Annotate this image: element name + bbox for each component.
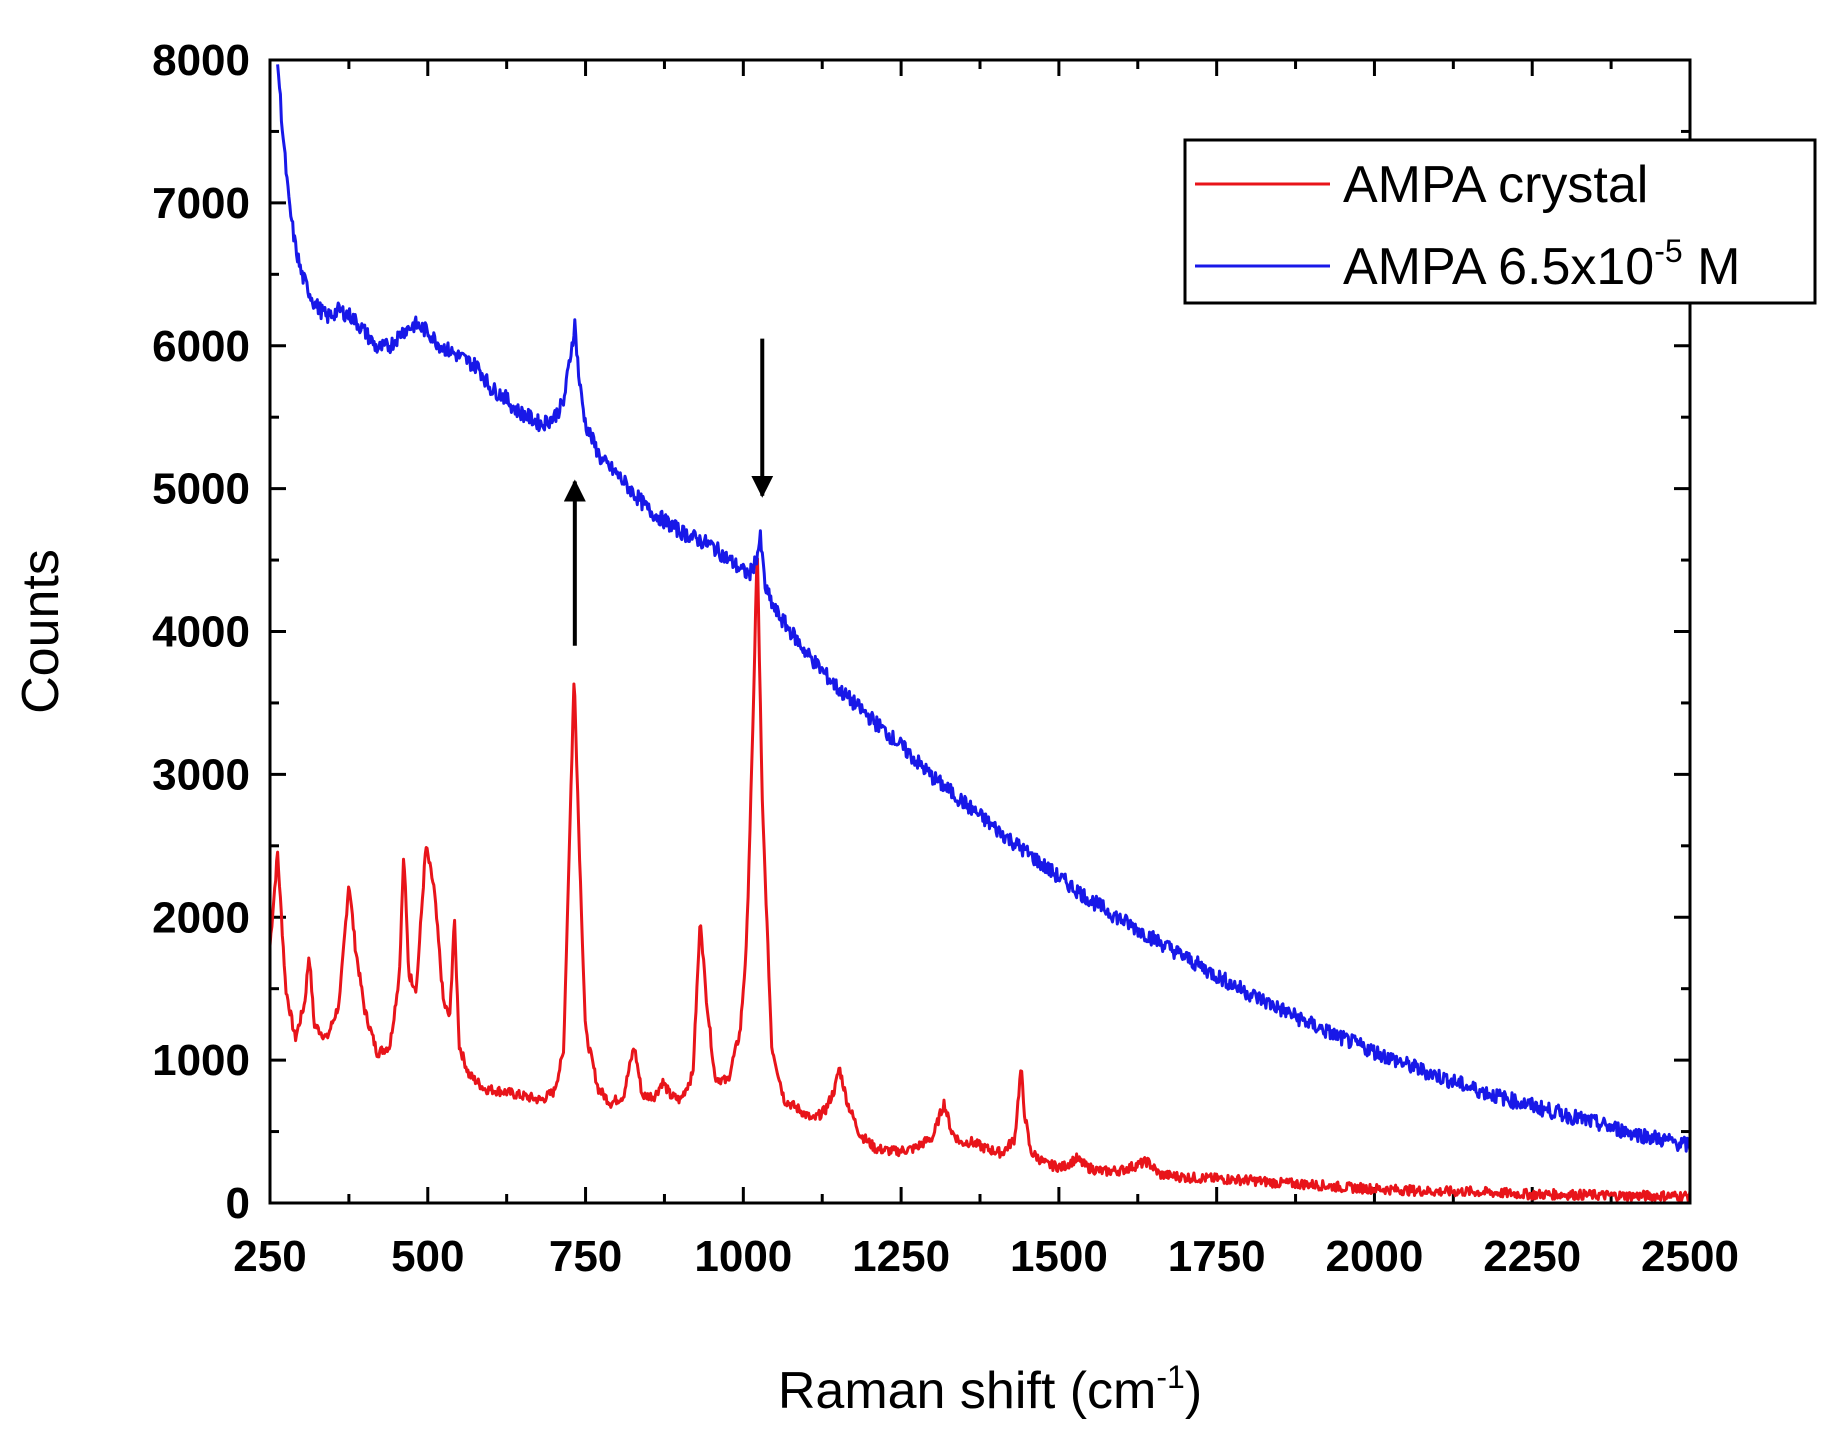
legend-box bbox=[1183, 138, 1817, 305]
y-tick-label: 0 bbox=[226, 1179, 250, 1228]
tick-labels: 250 500 750 1000 1250 1500 1750 2000 2250 2500 0 10… bbox=[152, 36, 1739, 1281]
x-tick-label: 2500 bbox=[1641, 1232, 1739, 1281]
y-tick-label: 2000 bbox=[152, 893, 250, 942]
legend-label-solution: AMPA 6.5x10-5 M bbox=[1343, 233, 1740, 296]
x-tick-label: 1000 bbox=[694, 1232, 792, 1281]
x-axis-title-close: ) bbox=[1185, 1362, 1202, 1420]
y-tick-label: 7000 bbox=[152, 179, 250, 228]
y-axis-title: Counts bbox=[12, 549, 70, 714]
series-line-1 bbox=[276, 64, 1692, 1153]
plot-frame bbox=[268, 58, 1692, 1205]
y-tick-label: 5000 bbox=[152, 465, 250, 514]
y-tick-label: 1000 bbox=[152, 1036, 250, 1085]
series-lines bbox=[268, 64, 1692, 1203]
y-tick-label: 4000 bbox=[152, 608, 250, 657]
legend-label-solution-main: AMPA 6.5x10 bbox=[1343, 238, 1654, 296]
legend-label-crystal: AMPA crystal bbox=[1343, 156, 1648, 214]
y-tick-label: 6000 bbox=[152, 322, 250, 371]
y-tick-label: 8000 bbox=[152, 36, 250, 85]
legend: AMPA crystal AMPA 6.5x10-5 M bbox=[1183, 138, 1817, 305]
x-tick-label: 2000 bbox=[1325, 1232, 1423, 1281]
legend-label-solution-superscript: -5 bbox=[1654, 233, 1682, 269]
x-axis-title-superscript: -1 bbox=[1156, 1359, 1184, 1395]
x-tick-label: 750 bbox=[549, 1232, 622, 1281]
x-axis-title-main: Raman shift (cm bbox=[778, 1362, 1157, 1420]
x-tick-label: 1250 bbox=[852, 1232, 950, 1281]
x-axis-title: Raman shift (cm-1) bbox=[778, 1359, 1202, 1420]
x-tick-label: 1500 bbox=[1010, 1232, 1108, 1281]
y-tick-label: 3000 bbox=[152, 750, 250, 799]
annotation-arrows bbox=[563, 338, 774, 646]
x-tick-label: 500 bbox=[391, 1232, 464, 1281]
legend-label-solution-suffix: M bbox=[1683, 238, 1741, 296]
x-tick-label: 1750 bbox=[1168, 1232, 1266, 1281]
x-tick-label: 250 bbox=[233, 1232, 306, 1281]
series-line-0 bbox=[268, 557, 1692, 1203]
x-tick-label: 2250 bbox=[1483, 1232, 1581, 1281]
